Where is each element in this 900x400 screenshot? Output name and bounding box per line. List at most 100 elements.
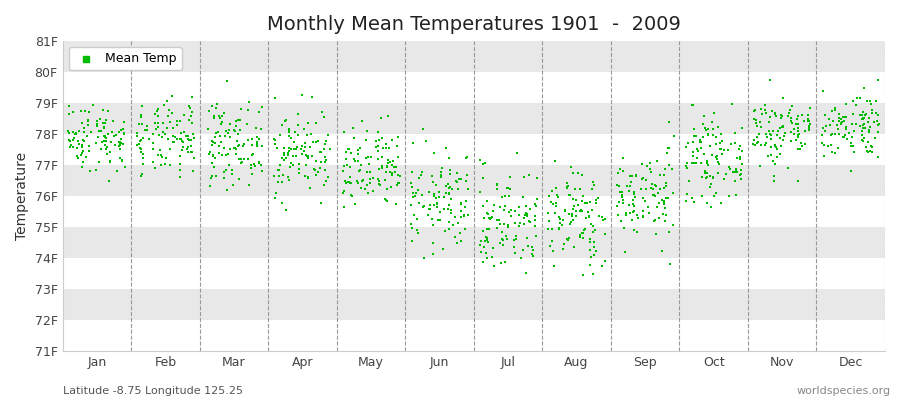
Point (584, 186, 598, 193)
Point (356, 176, 371, 183)
Point (103, 159, 117, 165)
Point (362, 161, 376, 167)
Point (173, 153, 187, 160)
Point (148, 165, 163, 172)
Point (341, 178, 356, 185)
Point (770, 112, 784, 119)
Point (594, 263, 608, 269)
Point (582, 239, 597, 246)
Point (158, 130, 172, 137)
Point (372, 166, 386, 172)
Point (146, 140, 160, 146)
Point (629, 229, 643, 236)
Point (770, 145, 785, 152)
Point (586, 178, 600, 185)
Point (204, 138, 219, 144)
Point (212, 129, 226, 135)
Point (358, 186, 373, 192)
Point (298, 144, 312, 150)
Point (834, 116, 849, 122)
Point (704, 204, 718, 210)
Point (427, 191, 441, 198)
Point (844, 140, 859, 146)
Point (776, 94, 790, 101)
Point (353, 145, 367, 151)
Point (380, 198, 394, 204)
Point (442, 226, 456, 232)
Point (380, 186, 394, 192)
Point (298, 172, 312, 179)
Point (90, 134, 104, 141)
Point (587, 244, 601, 251)
Point (665, 190, 680, 196)
Point (451, 186, 465, 192)
Point (693, 137, 707, 144)
Point (587, 252, 601, 258)
Point (555, 217, 570, 223)
Point (360, 182, 374, 188)
Point (526, 247, 540, 253)
Point (753, 119, 768, 125)
Point (586, 239, 600, 245)
Point (796, 112, 810, 118)
Point (831, 126, 845, 132)
Point (428, 195, 443, 201)
Point (857, 84, 871, 91)
Point (635, 176, 650, 182)
Point (363, 169, 377, 175)
Point (490, 216, 504, 223)
Point (552, 214, 566, 220)
Point (858, 125, 872, 132)
Point (132, 145, 147, 151)
Point (680, 144, 694, 150)
Point (659, 195, 673, 201)
Point (824, 108, 839, 114)
Point (225, 166, 239, 173)
Point (565, 206, 580, 212)
Point (493, 240, 508, 246)
Point (550, 192, 564, 199)
Point (318, 141, 332, 147)
Point (304, 94, 319, 100)
Point (179, 133, 194, 139)
Point (862, 129, 877, 135)
Point (860, 144, 874, 150)
Point (859, 111, 873, 117)
Point (626, 191, 641, 197)
Point (103, 158, 117, 164)
Point (657, 166, 671, 173)
Point (352, 166, 366, 173)
Point (454, 201, 468, 208)
Point (404, 180, 419, 186)
Point (435, 165, 449, 171)
Point (770, 132, 784, 138)
Point (72, 128, 86, 134)
Point (79, 132, 94, 139)
Point (269, 190, 284, 196)
Point (182, 137, 196, 143)
Point (174, 130, 188, 136)
Point (856, 125, 870, 132)
Point (802, 123, 816, 129)
Point (220, 187, 234, 193)
Point (361, 154, 375, 160)
Point (242, 99, 256, 105)
Point (287, 139, 302, 145)
Point (512, 204, 526, 210)
Point (457, 212, 472, 219)
Point (269, 145, 284, 152)
Point (306, 165, 320, 172)
Point (823, 122, 837, 128)
Point (202, 151, 216, 157)
Point (750, 134, 764, 140)
Point (685, 195, 699, 202)
Point (68, 131, 83, 137)
Point (711, 124, 725, 130)
Point (734, 171, 749, 177)
Point (71, 138, 86, 144)
Point (687, 126, 701, 132)
Point (626, 201, 641, 207)
Point (482, 226, 497, 232)
Point (853, 123, 868, 130)
Bar (62, 134, 885, 165)
